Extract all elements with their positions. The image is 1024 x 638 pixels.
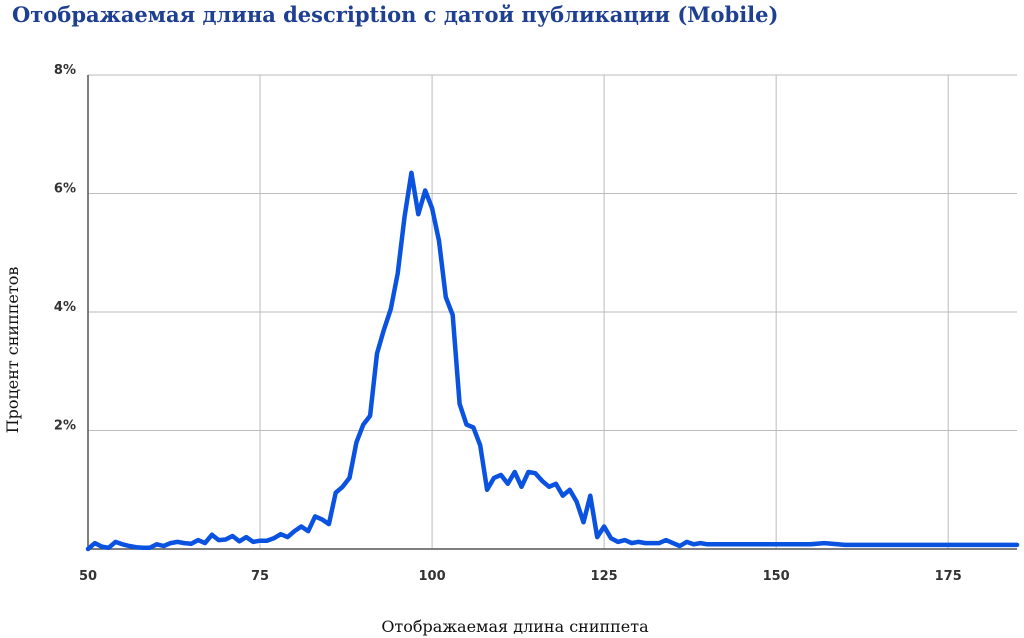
- x-tick-label: 175: [935, 569, 962, 584]
- x-axis-title: Отображаемая длина сниппета: [381, 617, 649, 636]
- chart-title: Отображаемая длина description с датой п…: [12, 2, 779, 27]
- grid-lines: [88, 74, 1017, 549]
- y-axis-title: Процент сниппетов: [3, 267, 22, 434]
- y-tick-labels: 2% 4% 6% 8%: [54, 63, 76, 434]
- x-tick-labels: 50 75 100 125 150 175: [79, 569, 962, 584]
- x-tick-label: 150: [763, 569, 790, 584]
- series-group: [85, 170, 1020, 552]
- axes: [87, 75, 1017, 550]
- x-tick-label: 125: [591, 569, 618, 584]
- y-tick-label: 8%: [54, 63, 76, 78]
- x-tick-label: 100: [419, 569, 446, 584]
- y-tick-label: 6%: [54, 182, 76, 197]
- x-tick-label: 50: [79, 569, 97, 584]
- series-line-0: [85, 170, 1020, 552]
- x-tick-label: 75: [251, 569, 269, 584]
- y-tick-label: 4%: [54, 300, 76, 315]
- y-tick-label: 2%: [54, 419, 76, 434]
